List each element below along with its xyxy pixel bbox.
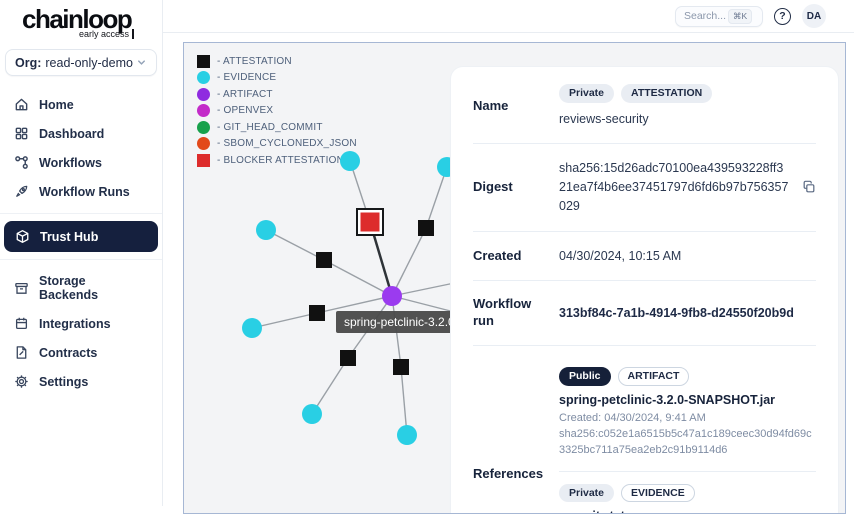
logo[interactable]: chainloop early access — [0, 0, 162, 39]
sidebar-item-dashboard[interactable]: Dashboard — [0, 119, 162, 148]
visibility-badge: Private — [559, 484, 614, 503]
sidebar-item-label: Integrations — [39, 317, 111, 331]
sidebar-item-label: Workflows — [39, 156, 102, 170]
main-content: - ATTESTATION- EVIDENCE- ARTIFACT- OPENV… — [163, 33, 854, 506]
kind-badge: ARTIFACT — [618, 367, 690, 386]
details-card: Name Private ATTESTATION reviews-securit… — [451, 67, 838, 514]
kind-badge: EVIDENCE — [621, 484, 695, 503]
search-input[interactable] — [676, 10, 728, 22]
sidebar-item-workflows[interactable]: Workflows — [0, 148, 162, 177]
sidebar-item-label: Trust Hub — [40, 230, 98, 244]
package-icon — [15, 229, 30, 244]
home-icon — [14, 97, 29, 112]
sidebar-item-label: Home — [39, 98, 74, 112]
topbar: ⌘K ? DA — [163, 0, 854, 33]
document-icon — [14, 345, 29, 360]
reference-title: spring-petclinic-3.2.0-SNAPSHOT.jar — [559, 393, 816, 407]
row-label: Workflow run — [473, 296, 545, 330]
detail-row-workflow-run: Workflow run 313bf84c-7a1b-4914-9fb8-d24… — [473, 280, 816, 345]
question-mark-icon: ? — [779, 10, 785, 22]
graph-node-artifact[interactable] — [382, 286, 402, 306]
visibility-badge: Public — [559, 367, 611, 386]
graph-node-evidence[interactable] — [397, 425, 417, 445]
reference-title: security.txt — [559, 509, 816, 514]
graph-node-attestation[interactable] — [316, 252, 332, 268]
reference-item: Private EVIDENCE security.txt Created: 0… — [559, 471, 816, 514]
detail-row-name: Name Private ATTESTATION reviews-securit… — [473, 69, 816, 143]
graph-node-attestation[interactable] — [309, 305, 325, 321]
sidebar-item-label: Dashboard — [39, 127, 104, 141]
graph-edge — [252, 313, 317, 328]
sidebar: chainloop early access Org: read-only-dem… — [0, 0, 163, 506]
workflow-run-id: 313bf84c-7a1b-4914-9fb8-d24550f20b9d — [559, 304, 816, 323]
graph-node-attestation[interactable] — [340, 350, 356, 366]
sidebar-item-label: Storage Backends — [39, 274, 148, 302]
graph-node-evidence[interactable] — [242, 318, 262, 338]
graph-node-evidence[interactable] — [302, 404, 322, 424]
reference-digest: sha256:c052e1a6515b5c47a1c189ceec30d94fd… — [559, 427, 816, 459]
gear-icon — [14, 374, 29, 389]
sidebar-item-label: Contracts — [39, 346, 97, 360]
graph-edge — [392, 228, 426, 296]
sidebar-item-integrations[interactable]: Integrations — [0, 309, 162, 338]
help-button[interactable]: ? — [774, 8, 791, 25]
search-shortcut-badge: ⌘K — [728, 9, 752, 24]
sidebar-divider — [0, 259, 162, 260]
org-value: read-only-demo — [45, 56, 133, 70]
graph-node-evidence[interactable] — [256, 220, 276, 240]
reference-item: Public ARTIFACT spring-petclinic-3.2.0-S… — [559, 361, 816, 470]
kind-badge: ATTESTATION — [621, 84, 712, 103]
row-label: Created — [473, 248, 545, 265]
digest-value: sha256:15d26adc70100ea439593228ff321ea7f… — [559, 159, 790, 215]
row-label: Digest — [473, 179, 545, 196]
attestation-name: reviews-security — [559, 110, 816, 129]
chevron-down-icon — [136, 57, 147, 68]
sidebar-item-settings[interactable]: Settings — [0, 367, 162, 396]
sidebar-item-label: Workflow Runs — [39, 185, 130, 199]
detail-row-digest: Digest sha256:15d26adc70100ea439593228ff… — [473, 143, 816, 230]
trust-hub-panel: - ATTESTATION- EVIDENCE- ARTIFACT- OPENV… — [183, 42, 846, 514]
org-selector-text: Org: read-only-demo — [15, 56, 133, 70]
org-selector[interactable]: Org: read-only-demo — [5, 49, 157, 76]
graph-edge — [401, 367, 407, 435]
sidebar-item-trust-hub[interactable]: Trust Hub — [4, 221, 158, 252]
row-label: References — [473, 466, 545, 483]
sidebar-item-workflow-runs[interactable]: Workflow Runs — [0, 177, 162, 206]
plug-icon — [14, 316, 29, 331]
created-value: 04/30/2024, 10:15 AM — [559, 247, 816, 266]
archive-box-icon — [14, 281, 29, 296]
sidebar-item-label: Settings — [39, 375, 88, 389]
avatar[interactable]: DA — [802, 4, 826, 28]
graph-node-attestation[interactable] — [393, 359, 409, 375]
org-label: Org: — [15, 56, 41, 70]
graph-node-evidence[interactable] — [340, 151, 360, 171]
visibility-badge: Private — [559, 84, 614, 103]
reference-created: Created: 04/30/2024, 9:41 AM — [559, 411, 816, 427]
sidebar-item-home[interactable]: Home — [0, 90, 162, 119]
sidebar-item-storage-backends[interactable]: Storage Backends — [0, 267, 162, 309]
dashboard-icon — [14, 126, 29, 141]
sidebar-nav: Home Dashboard Workflows Workflow Runs T… — [0, 90, 162, 396]
graph-node-blocker-attestation[interactable] — [361, 213, 380, 232]
copy-icon[interactable] — [802, 180, 816, 194]
detail-row-references: References Public ARTIFACT spring-petcli… — [473, 345, 816, 514]
search-box[interactable]: ⌘K — [675, 6, 763, 27]
row-label: Name — [473, 98, 545, 115]
sidebar-divider — [0, 213, 162, 214]
workflow-icon — [14, 155, 29, 170]
graph-node-attestation[interactable] — [418, 220, 434, 236]
rocket-icon — [14, 184, 29, 199]
sidebar-item-contracts[interactable]: Contracts — [0, 338, 162, 367]
detail-row-created: Created 04/30/2024, 10:15 AM — [473, 231, 816, 281]
